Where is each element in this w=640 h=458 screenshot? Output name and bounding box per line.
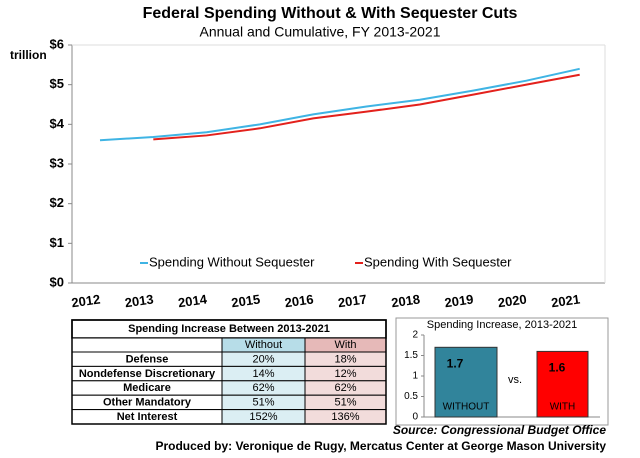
y-tick-label: $1 <box>50 235 64 250</box>
inset-title: Spending Increase, 2013-2021 <box>427 319 577 331</box>
y-tick-label: $4 <box>50 116 65 131</box>
y-tick-label: $3 <box>50 155 64 170</box>
table-border <box>71 319 387 425</box>
cell-value: 62% <box>252 382 274 394</box>
column-header: Without <box>245 339 282 351</box>
y-tick-label: 2 <box>412 330 418 341</box>
chart-subtitle: Annual and Cumulative, FY 2013-2021 <box>199 24 440 40</box>
y-tick-label: $2 <box>50 195 64 210</box>
cell-value: 51% <box>252 397 274 409</box>
cell-value: 51% <box>334 397 356 409</box>
credit: Produced by: Veronique de Rugy, Mercatus… <box>155 439 606 453</box>
category-label: WITHOUT <box>443 402 490 413</box>
x-tick-label: 2017 <box>337 292 368 311</box>
cell-value: 152% <box>249 411 277 423</box>
value-label: 1.7 <box>447 356 464 370</box>
x-tick-label: 2012 <box>70 292 101 311</box>
x-tick-label: 2018 <box>390 292 421 311</box>
legend-label: Spending Without Sequester <box>149 254 315 269</box>
y-axis-label: trillion <box>10 48 47 62</box>
row-label: Defense <box>126 353 169 365</box>
bar <box>434 346 498 418</box>
row-label: Other Mandatory <box>103 397 192 409</box>
x-tick-label: 2019 <box>444 292 475 311</box>
source: Source: Congressional Budget Office <box>393 423 606 437</box>
y-tick-label: 0.5 <box>404 391 418 402</box>
row-label: Medicare <box>123 382 171 394</box>
table-title: Spending Increase Between 2013-2021 <box>128 323 330 335</box>
y-tick-label: $5 <box>50 76 64 91</box>
value-label: 1.6 <box>549 361 566 375</box>
x-tick-label: 2020 <box>497 292 528 311</box>
series-line <box>153 73 580 141</box>
annotation: vs. <box>508 374 522 386</box>
header-cell <box>71 337 223 353</box>
x-tick-label: 2013 <box>124 292 155 311</box>
y-tick-label: $0 <box>50 274 64 289</box>
cell-value: 136% <box>331 411 359 423</box>
bar <box>536 350 589 418</box>
row-label: Net Interest <box>117 411 178 423</box>
cell-value: 14% <box>252 368 274 380</box>
row-label: Nondefense Discretionary <box>79 368 216 380</box>
y-tick-label: 1 <box>412 371 418 382</box>
cell-value: 20% <box>252 353 274 365</box>
chart-title: Federal Spending Without & With Sequeste… <box>143 5 518 22</box>
category-label: WITH <box>550 402 576 413</box>
legend-label: Spending With Sequester <box>364 254 512 269</box>
x-tick-label: 2016 <box>284 292 315 311</box>
y-tick-label: 0 <box>412 412 418 423</box>
y-tick-label: 1.5 <box>404 350 418 361</box>
x-tick-label: 2014 <box>177 291 208 310</box>
x-tick-label: 2015 <box>230 292 261 311</box>
series-line <box>99 67 580 142</box>
cell-value: 62% <box>334 382 356 394</box>
cell-value: 12% <box>334 368 356 380</box>
cell-value: 18% <box>334 353 356 365</box>
column-header: With <box>335 339 357 351</box>
x-tick-label: 2021 <box>550 292 581 311</box>
y-tick-label: $6 <box>50 36 64 51</box>
